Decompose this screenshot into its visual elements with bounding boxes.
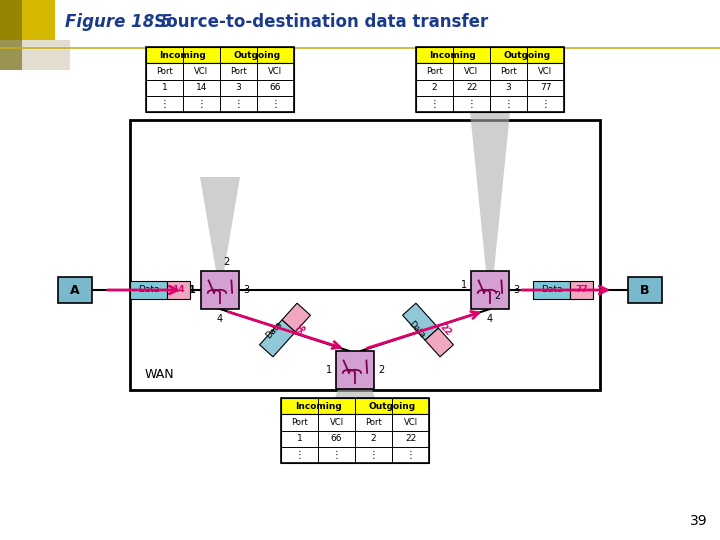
Bar (570, 281, 593, 299)
Text: VCI: VCI (403, 418, 418, 427)
Text: Source-to-destination data transfer: Source-to-destination data transfer (137, 13, 488, 31)
Bar (146, 63, 294, 112)
Text: ⋮: ⋮ (197, 99, 207, 109)
Text: ⋮: ⋮ (160, 99, 169, 109)
Polygon shape (335, 351, 375, 398)
Bar (281, 398, 429, 463)
Text: Data: Data (264, 320, 284, 340)
Bar (471, 271, 509, 309)
Text: ⋮: ⋮ (294, 450, 305, 460)
Text: Port: Port (426, 67, 443, 76)
Text: 1: 1 (326, 365, 332, 375)
Bar (628, 277, 662, 303)
Bar (533, 281, 570, 299)
Text: 3: 3 (235, 83, 241, 92)
Text: WAN: WAN (145, 368, 175, 381)
Bar (416, 47, 564, 112)
Text: Port: Port (230, 67, 247, 76)
Bar (167, 281, 190, 299)
Bar (0, 40, 70, 70)
Text: VCI: VCI (464, 67, 479, 76)
Text: ⋮: ⋮ (233, 99, 243, 109)
Text: 1: 1 (161, 83, 167, 92)
Text: ⋮: ⋮ (405, 450, 415, 460)
Bar (336, 351, 374, 389)
Text: Data: Data (541, 286, 562, 294)
Text: ⋮: ⋮ (332, 450, 341, 460)
Text: 1: 1 (189, 285, 196, 295)
Text: Port: Port (291, 418, 308, 427)
Text: Incoming: Incoming (160, 51, 207, 59)
Text: 2: 2 (371, 434, 377, 443)
Text: Data: Data (138, 286, 159, 294)
Text: Outgoing: Outgoing (369, 402, 415, 410)
Bar (58, 277, 92, 303)
Text: 77: 77 (540, 83, 552, 92)
Text: 4: 4 (217, 314, 223, 324)
Text: 2: 2 (223, 257, 229, 267)
Text: Port: Port (500, 67, 517, 76)
Text: 22: 22 (466, 83, 477, 92)
Text: 4: 4 (487, 314, 493, 324)
Text: ⋮: ⋮ (369, 450, 379, 460)
Text: 1: 1 (297, 434, 302, 443)
Text: ⋮: ⋮ (430, 99, 439, 109)
Text: Outgoing: Outgoing (233, 51, 281, 59)
Text: VCI: VCI (194, 67, 209, 76)
Bar (0, 0, 55, 40)
Text: 2: 2 (432, 83, 437, 92)
Bar (281, 414, 429, 463)
Bar (130, 120, 600, 390)
Text: 66: 66 (294, 322, 310, 338)
Text: VCI: VCI (539, 67, 552, 76)
Text: 22: 22 (437, 322, 452, 338)
Text: 22: 22 (405, 434, 416, 443)
Text: B: B (640, 284, 649, 296)
Text: Data: Data (407, 320, 427, 340)
Bar (425, 328, 454, 357)
Text: 39: 39 (690, 514, 708, 528)
Text: 3: 3 (243, 285, 249, 295)
Bar (260, 320, 295, 357)
Text: 14: 14 (196, 83, 207, 92)
Text: Port: Port (365, 418, 382, 427)
Text: 1: 1 (461, 280, 467, 290)
Text: 3: 3 (505, 83, 511, 92)
Text: ⋮: ⋮ (503, 99, 513, 109)
Text: 66: 66 (330, 434, 342, 443)
Bar (146, 47, 294, 112)
Bar (281, 398, 429, 414)
Text: Port: Port (156, 67, 173, 76)
Text: A: A (70, 284, 80, 296)
Bar (201, 271, 239, 309)
Text: 3: 3 (513, 285, 519, 295)
Bar (402, 303, 438, 340)
Text: 77: 77 (575, 286, 588, 294)
Bar (416, 47, 564, 63)
Text: 14: 14 (172, 286, 185, 294)
Bar (282, 303, 310, 332)
Text: 66: 66 (270, 83, 282, 92)
Polygon shape (200, 177, 240, 271)
Bar (130, 281, 167, 299)
Text: ⋮: ⋮ (467, 99, 477, 109)
Text: Incoming: Incoming (294, 402, 341, 410)
Text: 2: 2 (378, 365, 384, 375)
Text: Figure 18.5: Figure 18.5 (65, 13, 172, 31)
Bar (0, 0, 22, 70)
Bar (416, 63, 564, 112)
Text: ⋮: ⋮ (541, 99, 550, 109)
Text: Outgoing: Outgoing (503, 51, 551, 59)
Polygon shape (470, 112, 510, 271)
Text: 2: 2 (494, 291, 500, 301)
Bar (146, 47, 294, 63)
Text: VCI: VCI (330, 418, 343, 427)
Text: ⋮: ⋮ (271, 99, 280, 109)
Text: Incoming: Incoming (430, 51, 477, 59)
Text: VCI: VCI (269, 67, 282, 76)
